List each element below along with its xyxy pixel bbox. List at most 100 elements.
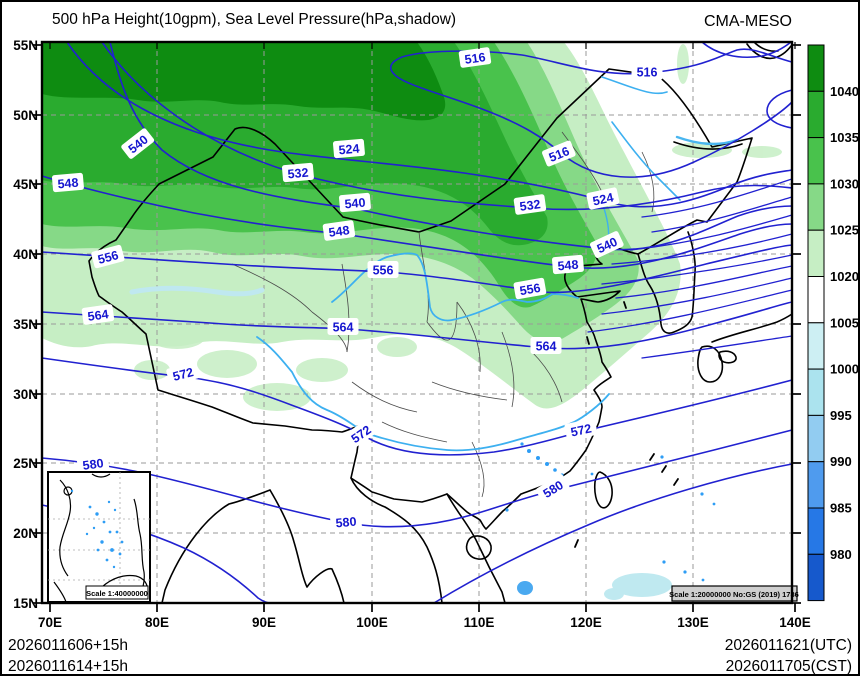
contour-label-bg — [166, 361, 200, 386]
inset-map: Scale 1:40000000 — [47, 471, 151, 603]
contour-548 — [41, 175, 793, 270]
yellow-river — [331, 252, 579, 322]
colorbar-tick-label: 990 — [830, 454, 852, 469]
taiwan-outline — [593, 471, 613, 509]
lon-label: 70E — [38, 615, 62, 630]
contour-label-value: 556 — [373, 264, 394, 278]
run-time-utc: 2026011606+15h — [8, 637, 128, 654]
china-border — [88, 68, 753, 530]
contour-label-bg — [281, 162, 314, 183]
contour-label-bg — [536, 474, 570, 504]
lat-label: 25N — [13, 456, 38, 471]
contour-label-value: 516 — [637, 66, 658, 80]
contour-label-group: 572 — [166, 361, 200, 386]
pressure-colorbar: 1040 1035 1030 1025 1020 1005 1000 995 990 985 980 — [807, 44, 859, 602]
contour-label-group: 524 — [332, 138, 365, 159]
valid-time-cst: 2026011705(CST) — [725, 658, 852, 675]
contour-540 — [109, 41, 793, 251]
map-scale-frame — [671, 585, 798, 602]
lat-label: 35N — [13, 317, 38, 332]
colorbar-segment — [807, 183, 825, 231]
colorbar-tick-label: 980 — [830, 547, 852, 562]
contour-label-group: 580 — [329, 511, 362, 532]
lon-label: 120E — [570, 615, 602, 630]
contour-label-group: 580 — [536, 474, 570, 504]
lat-label: 30N — [13, 387, 38, 402]
contour-label-bg — [76, 453, 110, 474]
colorbar-segment — [807, 276, 825, 324]
contour-label-group: 556 — [91, 244, 125, 269]
contour-label-value: 548 — [557, 258, 579, 274]
tarim-river — [129, 285, 265, 297]
colorbar-segment — [807, 461, 825, 509]
contour-label-value: 564 — [536, 340, 557, 354]
myanmar-coast — [350, 477, 443, 604]
contour-516-bite — [766, 89, 793, 129]
contour-label-value: 564 — [87, 307, 110, 324]
colorbar-segment — [807, 44, 825, 92]
contour-label-value: 532 — [519, 197, 542, 214]
colorbar-tick-label: 1025 — [830, 223, 859, 238]
india-coast — [161, 489, 345, 604]
contour-label-bg — [344, 418, 378, 449]
axis-ticks — [33, 42, 801, 612]
height-contours — [41, 41, 793, 604]
honshu-outline — [711, 313, 793, 343]
map-scale-label: Scale 1:20000000 No:GS (2019) 1786 — [669, 590, 799, 599]
contour-label-value: 580 — [82, 456, 105, 473]
contour-label-group: 516 — [458, 47, 492, 68]
contour-label-group: 564 — [81, 304, 115, 325]
contour-label-bg — [338, 192, 371, 213]
contour-516 — [389, 48, 793, 178]
contour-label-group: 548 — [322, 220, 356, 241]
contour-label-group: 548 — [51, 172, 84, 193]
colorbar-tick-label: 1030 — [830, 176, 859, 191]
contour-label-value: 556 — [519, 281, 542, 298]
contour-label-bg — [530, 337, 562, 354]
contour-label-group: 548 — [551, 254, 584, 275]
contour-label-bg — [551, 254, 584, 275]
kyushu-outline — [697, 345, 724, 383]
latitude-axis-labels: 55N 50N 45N 40N 35N 30N 25N 20N 15N — [13, 38, 38, 611]
lon-label: 90E — [252, 615, 276, 630]
contour-label-group: 564 — [530, 337, 562, 354]
longitude-axis-labels: 70E 80E 90E 100E 110E 120E 130E 140E — [38, 615, 811, 630]
plateau-speckle — [134, 44, 782, 411]
map-scale-box: Scale 1:20000000 No:GS (2019) 1786 — [669, 585, 799, 602]
amur-river — [675, 135, 739, 146]
graticule — [42, 42, 792, 603]
island-dashes — [574, 301, 679, 548]
colorbar-tick-label: 985 — [830, 501, 852, 516]
map-frame — [40, 40, 794, 605]
contour-label-bg — [327, 318, 359, 335]
contour-label-value: 580 — [335, 515, 357, 531]
lat-label: 50N — [13, 108, 38, 123]
province-borders — [231, 131, 655, 498]
colorbar-segment — [807, 507, 825, 555]
songhua-river — [601, 76, 681, 201]
colorbar-tick-label: 1035 — [830, 130, 859, 145]
contour-label-bg — [542, 140, 576, 167]
lon-label: 100E — [356, 615, 388, 630]
contour-584-east — [433, 463, 793, 604]
contour-label-bg — [513, 194, 547, 215]
contour-label-value: 556 — [96, 248, 120, 267]
contour-label-bg — [332, 138, 365, 159]
contour-label-value: 540 — [344, 196, 366, 212]
lon-label: 110E — [464, 615, 495, 630]
contour-label-group: 572 — [564, 418, 598, 441]
contour-label-bg — [589, 231, 624, 258]
contour-label-value: 548 — [57, 176, 79, 192]
contour-labels: 5165165165245245325325405405405485485485… — [51, 47, 663, 532]
contour-label-value: 524 — [591, 190, 614, 208]
contour-556 — [41, 244, 793, 294]
contour-label-bg — [81, 304, 115, 325]
contour-fillers — [587, 178, 793, 359]
contour-label-group: 516 — [542, 140, 576, 167]
contour-label-bg — [458, 47, 492, 68]
contour-564 — [41, 301, 793, 350]
colorbar-tick-label: 1040 — [830, 84, 859, 99]
contour-label-group: 580 — [76, 453, 110, 474]
contour-label-bg — [513, 277, 547, 300]
